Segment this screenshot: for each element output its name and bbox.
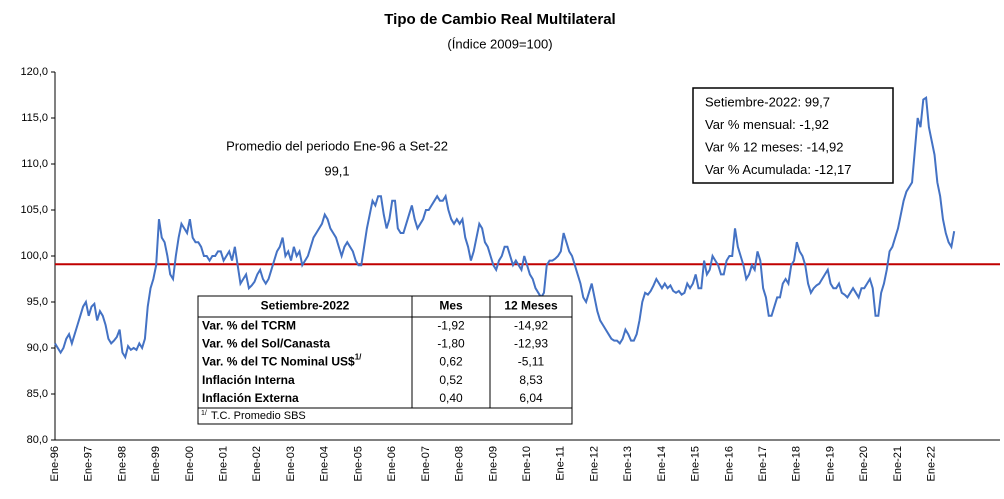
y-tick-label: 120,0	[20, 66, 48, 78]
table-header: 12 Meses	[504, 299, 558, 313]
reference-label: 99,1	[324, 163, 349, 178]
y-tick-label: 80,0	[27, 434, 48, 446]
table-header: Setiembre-2022	[261, 299, 350, 313]
x-tick-label: Ene-08	[454, 446, 466, 481]
table-cell: 6,04	[519, 391, 543, 405]
x-tick-label: Ene-99	[150, 446, 162, 481]
x-tick-label: Ene-22	[926, 446, 938, 481]
y-tick-label: 90,0	[27, 342, 48, 354]
x-tick-label: Ene-19	[824, 446, 836, 481]
footnote-ref: 1/	[201, 410, 207, 417]
annotation-line: Var % mensual: -1,92	[705, 117, 829, 132]
x-tick-label: Ene-09	[487, 446, 499, 481]
x-tick-label: Ene-06	[386, 446, 398, 481]
y-tick-label: 105,0	[20, 204, 48, 216]
data-line	[54, 96, 956, 360]
x-tick-label: Ene-15	[690, 446, 702, 481]
x-tick-label: Ene-10	[521, 446, 533, 481]
x-tick-label: Ene-21	[892, 446, 904, 481]
table-cell: -5,11	[518, 355, 545, 369]
table-cell: -14,92	[514, 318, 548, 332]
y-tick-label: 110,0	[21, 158, 48, 170]
x-tick-label: Ene-02	[251, 446, 263, 481]
table-cell: -1,80	[437, 336, 465, 350]
chart-title: Tipo de Cambio Real Multilateral	[384, 11, 615, 28]
chart-subtitle: (Índice 2009=100)	[447, 36, 552, 51]
table-row-label: Inflación Interna	[202, 373, 295, 387]
y-tick-label: 95,0	[27, 296, 48, 308]
x-tick-label: Ene-98	[116, 446, 128, 481]
x-tick-label: Ene-03	[285, 446, 297, 481]
table-row-label: Inflación Externa	[202, 391, 299, 405]
x-tick-label: Ene-18	[791, 446, 803, 481]
x-tick-label: Ene-11	[555, 446, 567, 481]
x-tick-label: Ene-12	[588, 446, 600, 481]
x-tick-label: Ene-97	[83, 446, 95, 481]
note-ref: 1/	[355, 353, 362, 362]
table-cell: 8,53	[519, 373, 543, 387]
y-tick-label: 115,0	[21, 112, 48, 124]
x-tick-label: Ene-05	[352, 446, 364, 481]
reference-text: Promedio del periodo Ene-96 a Set-22	[226, 138, 448, 153]
x-tick-label: Ene-07	[420, 446, 432, 481]
table-cell: -12,93	[514, 336, 548, 350]
annotation-line: Setiembre-2022: 99,7	[705, 94, 830, 109]
table-header: Mes	[439, 299, 463, 313]
y-tick-label: 85,0	[27, 388, 48, 400]
x-tick-label: Ene-14	[656, 446, 668, 481]
x-tick-label: Ene-00	[184, 446, 196, 481]
x-tick-label: Ene-17	[757, 446, 769, 481]
table-cell: 0,52	[439, 373, 463, 387]
table-row-label: Var. % del TCRM	[202, 318, 296, 332]
x-tick-label: Ene-16	[723, 446, 735, 481]
table-cell: -1,92	[437, 318, 465, 332]
x-tick-label: Ene-96	[49, 446, 61, 481]
footnote: T.C. Promedio SBS	[211, 410, 306, 422]
annotation-box	[692, 87, 894, 184]
x-tick-label: Ene-01	[218, 446, 230, 481]
annotation-line: Var % 12 meses: -14,92	[705, 139, 844, 154]
table-row-label: Var. % del TC Nominal US$1/	[202, 353, 362, 369]
x-tick-label: Ene-13	[622, 446, 634, 481]
annotation-line: Var % Acumulada: -12,17	[705, 162, 851, 177]
table-cell: 0,40	[439, 391, 463, 405]
y-tick-label: 100,0	[20, 250, 48, 262]
x-tick-label: Ene-04	[319, 446, 331, 481]
table-row-label: Var. % del Sol/Canasta	[202, 336, 330, 350]
x-tick-label: Ene-20	[858, 446, 870, 481]
table-cell: 0,62	[439, 355, 463, 369]
